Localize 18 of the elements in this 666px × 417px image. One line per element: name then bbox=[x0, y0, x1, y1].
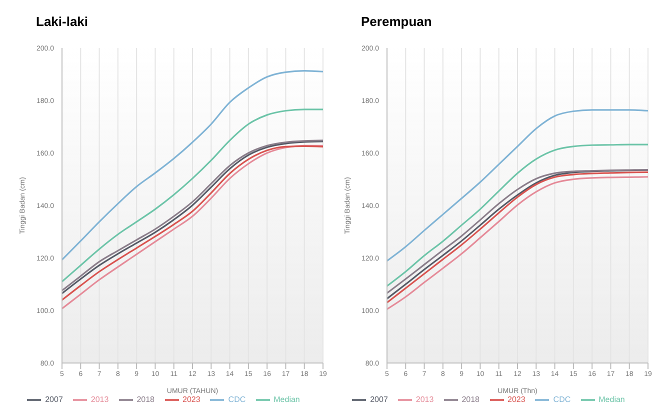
legend-label: Median bbox=[598, 395, 625, 404]
chart-title: Perempuan bbox=[360, 13, 433, 31]
legend-label: 2018 bbox=[136, 395, 154, 404]
line-series bbox=[61, 108, 324, 282]
legend-label: Median bbox=[274, 395, 300, 404]
legend-label: 2007 bbox=[370, 395, 388, 404]
legend-label: 2007 bbox=[45, 395, 63, 404]
legend-label: CDC bbox=[228, 395, 246, 404]
legend-label: 2023 bbox=[508, 395, 526, 404]
legend-label: 2013 bbox=[416, 395, 434, 404]
line-series bbox=[386, 144, 649, 287]
legend-label: CDC bbox=[553, 395, 571, 404]
line-series bbox=[386, 109, 649, 262]
legend-label: 2023 bbox=[182, 395, 200, 404]
line-series bbox=[61, 70, 324, 261]
legend-label: 2018 bbox=[462, 395, 480, 404]
legend-label: 2013 bbox=[90, 395, 109, 404]
chart-title: Laki-laki bbox=[35, 13, 90, 31]
